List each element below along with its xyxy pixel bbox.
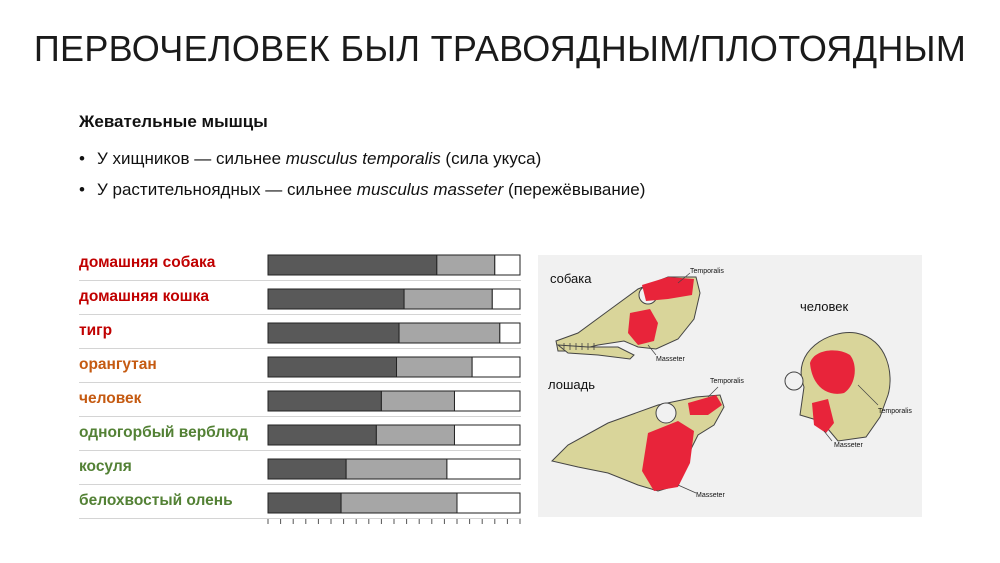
slide-title: ПЕРВОЧЕЛОВЕК БЫЛ ТРАВОЯДНЫМ/ПЛОТОЯДНЫМ <box>33 28 967 69</box>
dog-skull <box>555 272 701 360</box>
dog-temporalis-callout: Temporalis <box>690 268 724 275</box>
horse-label: лошадь <box>548 377 595 392</box>
dog-label: собака <box>550 271 592 286</box>
human-temporalis-callout: Temporalis <box>878 408 912 415</box>
row-separator <box>79 484 521 485</box>
bullet-text: (сила укуса) <box>440 149 542 168</box>
row-separator <box>79 382 521 383</box>
bar-segment <box>267 424 377 446</box>
skulls-figure: собака лошадь человек Temporalis Massete… <box>538 255 922 517</box>
bullet-carnivores: • У хищников — сильнее musculus temporali… <box>79 143 645 174</box>
bar-segment <box>267 458 347 480</box>
bar-segment <box>436 254 496 276</box>
horse-masseter-callout: Masseter <box>696 492 725 499</box>
bar-segment <box>267 356 398 378</box>
category-label: домашняя собака <box>79 254 216 271</box>
bullet-term: musculus masseter <box>356 180 504 199</box>
human-label: человек <box>800 299 849 314</box>
row-separator <box>79 314 521 315</box>
bar-segment <box>396 356 473 378</box>
bullet-marker: • <box>79 180 85 199</box>
horse-skull <box>551 386 725 494</box>
bullet-term: musculus temporalis <box>285 149 441 168</box>
bar-segment <box>446 458 521 480</box>
bar-segment <box>340 492 458 514</box>
bullet-text: (пережёвывание) <box>503 180 646 199</box>
bullet-marker: • <box>79 149 85 168</box>
bar-segment <box>267 390 382 412</box>
row-separator <box>79 518 521 519</box>
bullet-herbivores: • У растительноядных — сильнее musculus m… <box>79 174 645 205</box>
subheading: Жевательные мышцы <box>79 112 268 131</box>
horse-temporalis-callout: Temporalis <box>710 378 744 385</box>
bullet-text: У растительноядных — сильнее <box>97 180 357 199</box>
human-masseter-callout: Masseter <box>834 442 863 449</box>
category-label: домашняя кошка <box>79 288 209 305</box>
row-separator <box>79 280 521 281</box>
human-skull <box>784 332 891 442</box>
bar-segment <box>494 254 521 276</box>
bar-segment <box>398 322 501 344</box>
bar-segment <box>499 322 521 344</box>
category-label: человек <box>79 390 142 407</box>
bullet-list: • У хищников — сильнее musculus temporali… <box>79 143 645 205</box>
category-label: орангутан <box>79 356 157 373</box>
row-separator <box>79 348 521 349</box>
stacked-bar-chart <box>267 254 521 524</box>
bar-segment <box>375 424 455 446</box>
row-separator <box>79 416 521 417</box>
category-label: белохвостый олень <box>79 492 233 509</box>
bar-segment <box>403 288 493 310</box>
bullet-text: У хищников — сильнее <box>97 149 286 168</box>
category-label: тигр <box>79 322 113 339</box>
bar-segment <box>267 492 342 514</box>
dog-masseter-callout: Masseter <box>656 356 685 363</box>
category-label: одногорбый верблюд <box>79 424 249 441</box>
bar-segment <box>456 492 521 514</box>
bar-segment <box>491 288 521 310</box>
bar-segment <box>380 390 455 412</box>
bar-segment <box>471 356 521 378</box>
category-label: косуля <box>79 458 132 475</box>
row-separator <box>79 450 521 451</box>
bar-segment <box>453 424 521 446</box>
bar-segment <box>345 458 448 480</box>
bar-segment <box>267 254 438 276</box>
bar-segment <box>267 322 400 344</box>
skulls-illustration: собака лошадь человек Temporalis Massete… <box>548 268 912 499</box>
bar-segment <box>453 390 521 412</box>
bar-segment <box>267 288 405 310</box>
